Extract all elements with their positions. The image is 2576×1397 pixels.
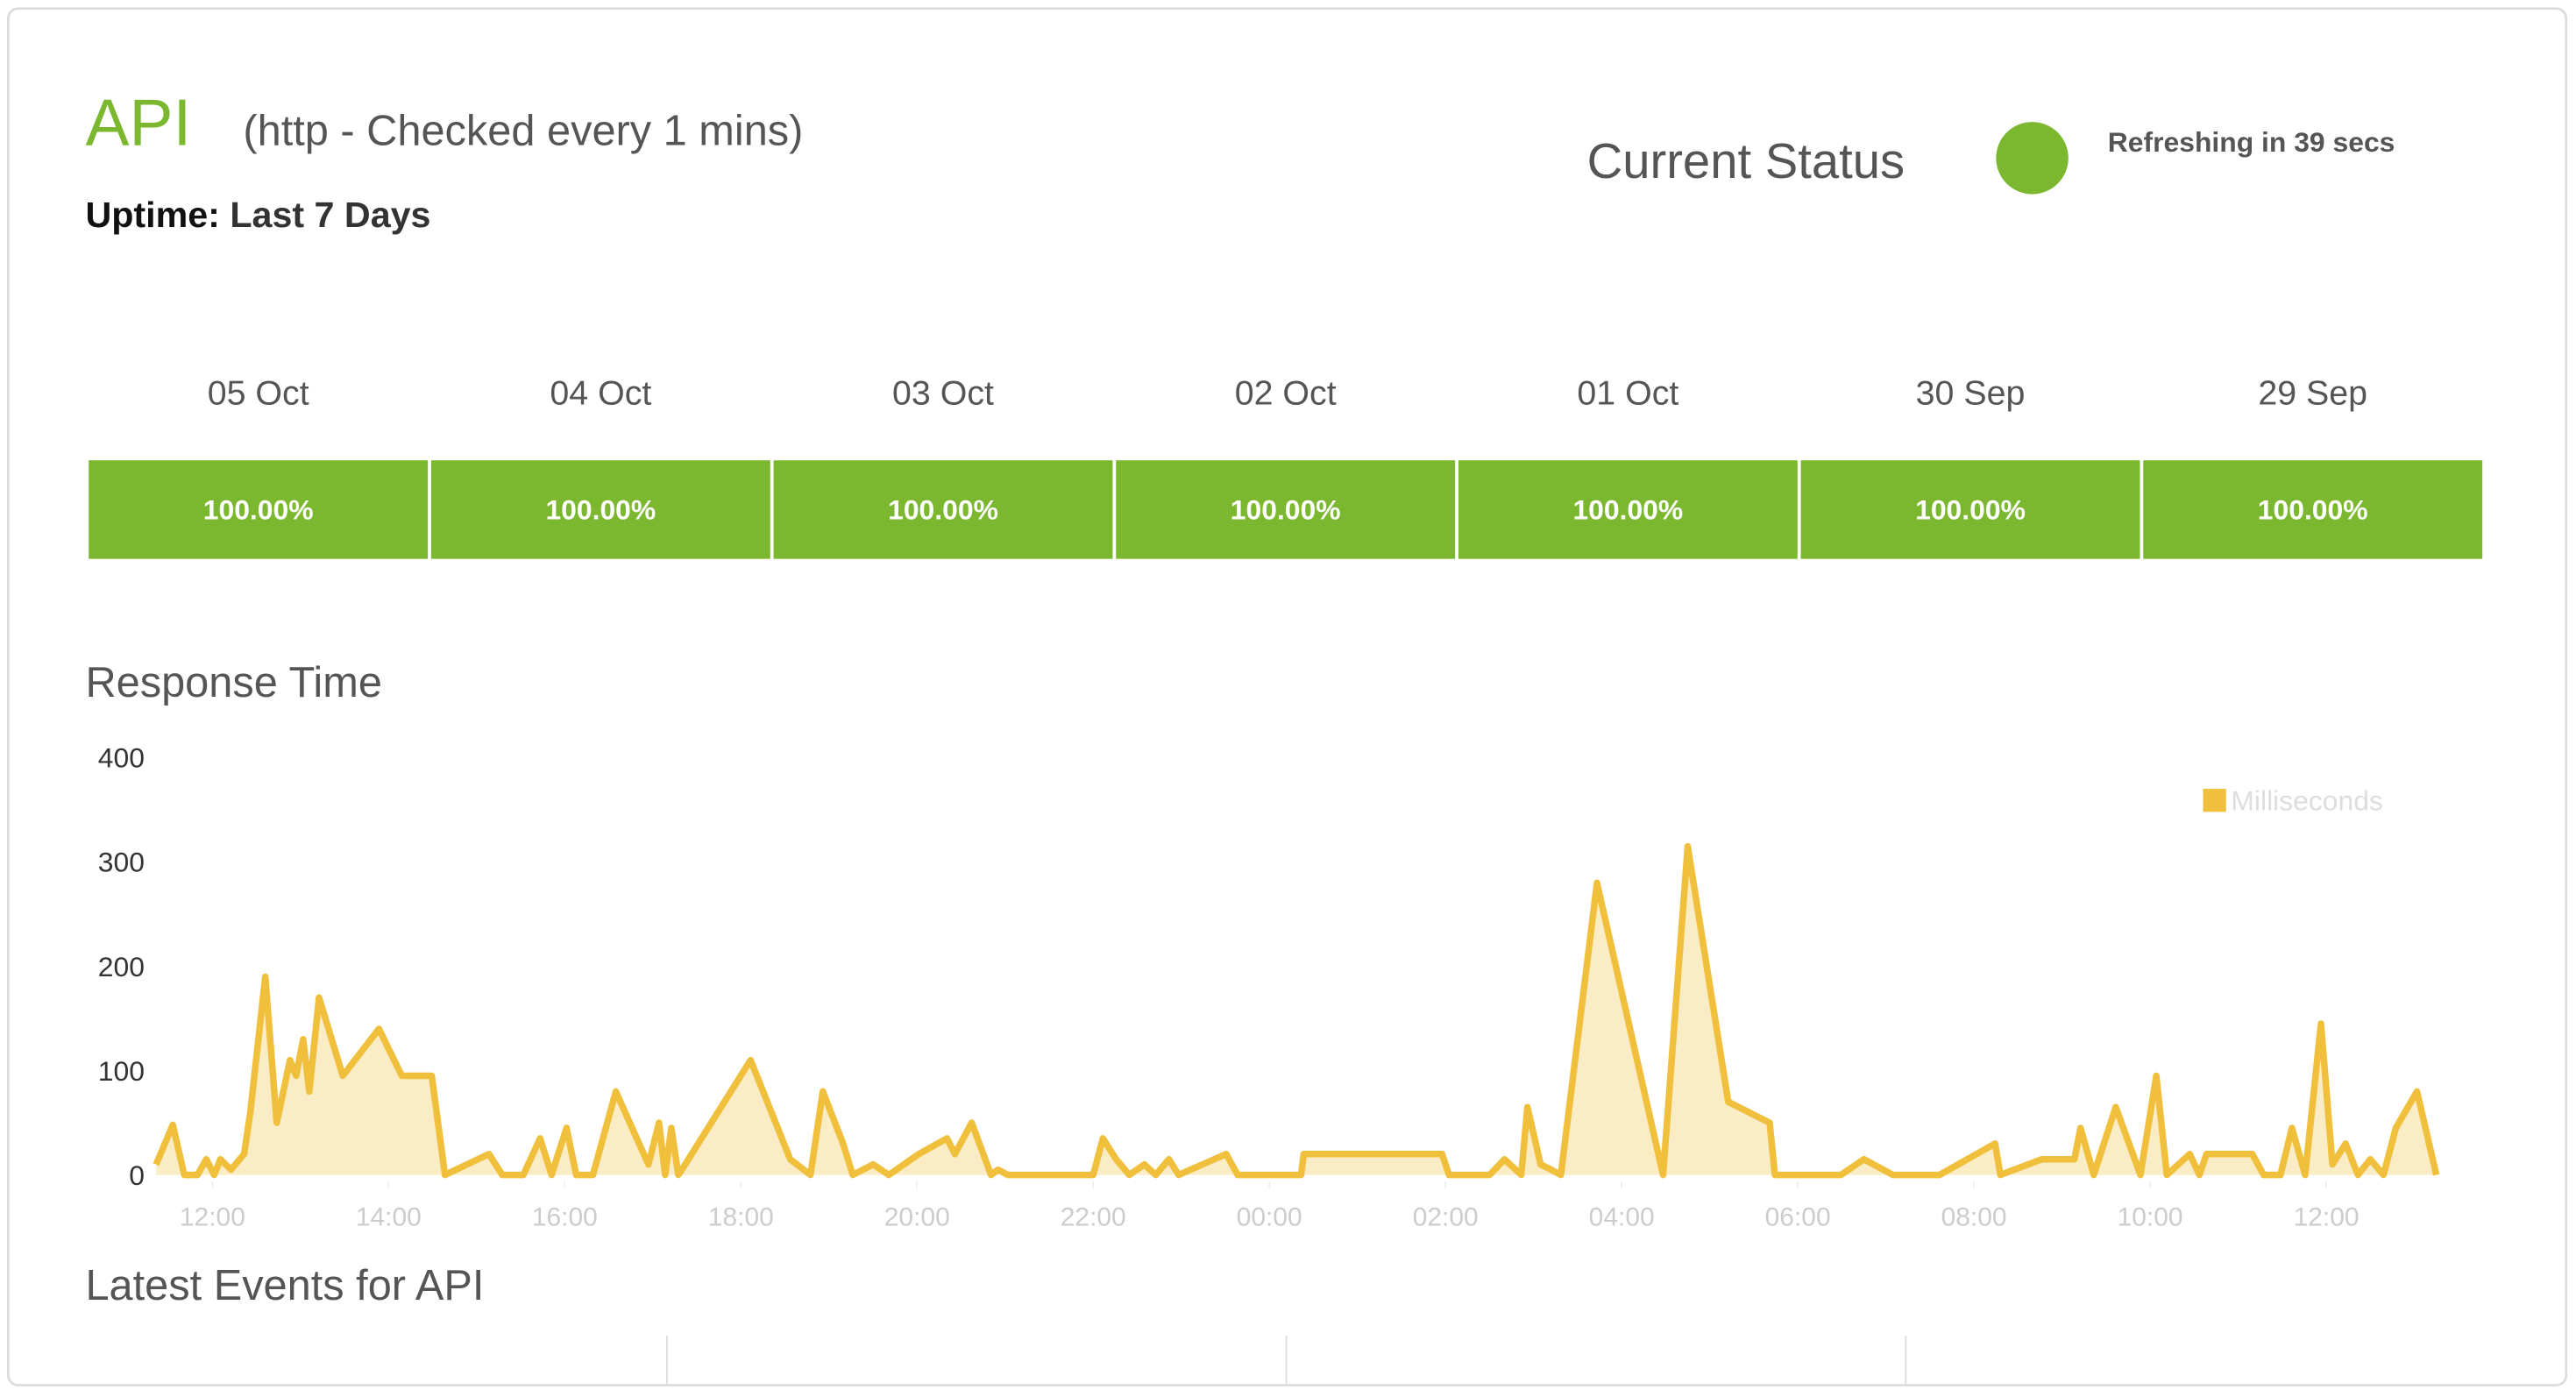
uptime-cell	[2143, 460, 2483, 559]
uptime-value: 100.00%	[1572, 494, 1683, 526]
uptime-cell	[430, 460, 770, 559]
day-label: 03 Oct	[892, 373, 994, 412]
uptime-value: 100.00%	[2258, 494, 2368, 526]
uptime-heading: Uptime: Last 7 Days	[85, 195, 430, 235]
day-label: 02 Oct	[1235, 373, 1337, 412]
status-label: Current Status	[1587, 133, 1905, 188]
x-tick-label: 18:00	[708, 1203, 774, 1232]
x-tick-label: 04:00	[1589, 1203, 1655, 1232]
uptime-value: 100.00%	[888, 494, 998, 526]
x-tick-label: 00:00	[1237, 1203, 1302, 1232]
legend-swatch	[2203, 789, 2226, 812]
day-label: 05 Oct	[208, 373, 309, 412]
uptime-value: 100.00%	[1915, 494, 2026, 526]
uptime-cell	[1458, 460, 1798, 559]
y-tick-label: 0	[129, 1159, 145, 1191]
uptime-cell	[773, 460, 1113, 559]
day-label: 04 Oct	[550, 373, 651, 412]
day-label: 30 Sep	[1916, 373, 2026, 412]
day-label: 01 Oct	[1577, 373, 1678, 412]
uptime-cell	[1116, 460, 1456, 559]
uptime-cell	[1800, 460, 2140, 559]
x-tick-label: 20:00	[884, 1203, 950, 1232]
y-tick-label: 100	[98, 1055, 145, 1087]
x-tick-label: 14:00	[356, 1203, 422, 1232]
y-tick-label: 300	[98, 847, 145, 878]
x-tick-label: 08:00	[1941, 1203, 2007, 1232]
status-indicator	[1996, 122, 2069, 195]
uptime-value: 100.00%	[545, 494, 656, 526]
events-title: Latest Events for API	[85, 1262, 484, 1309]
monitor-subtitle: (http - Checked every 1 mins)	[243, 107, 803, 154]
uptime-cell	[89, 460, 429, 559]
uptime-value: 100.00%	[203, 494, 314, 526]
x-tick-label: 10:00	[2118, 1203, 2183, 1232]
x-tick-label: 06:00	[1765, 1203, 1831, 1232]
day-label: 29 Sep	[2258, 373, 2367, 412]
x-tick-label: 12:00	[2294, 1203, 2360, 1232]
x-tick-label: 22:00	[1061, 1203, 1126, 1232]
monitor-title: API	[85, 85, 191, 159]
y-tick-label: 400	[98, 742, 145, 774]
series-line	[153, 842, 2440, 1179]
chart-title: Response Time	[85, 659, 382, 706]
uptime-value: 100.00%	[1231, 494, 1341, 526]
x-tick-label: 12:00	[180, 1203, 245, 1232]
uptime-label: Uptime:	[85, 195, 219, 235]
refresh-text: Refreshing in 39 secs	[2108, 126, 2395, 158]
x-tick-label: 02:00	[1413, 1203, 1479, 1232]
series-area	[156, 846, 2437, 1175]
x-tick-label: 16:00	[532, 1203, 598, 1232]
y-tick-label: 200	[98, 951, 145, 982]
uptime-range: Last 7 Days	[230, 195, 430, 235]
legend-label: Milliseconds	[2231, 784, 2383, 816]
